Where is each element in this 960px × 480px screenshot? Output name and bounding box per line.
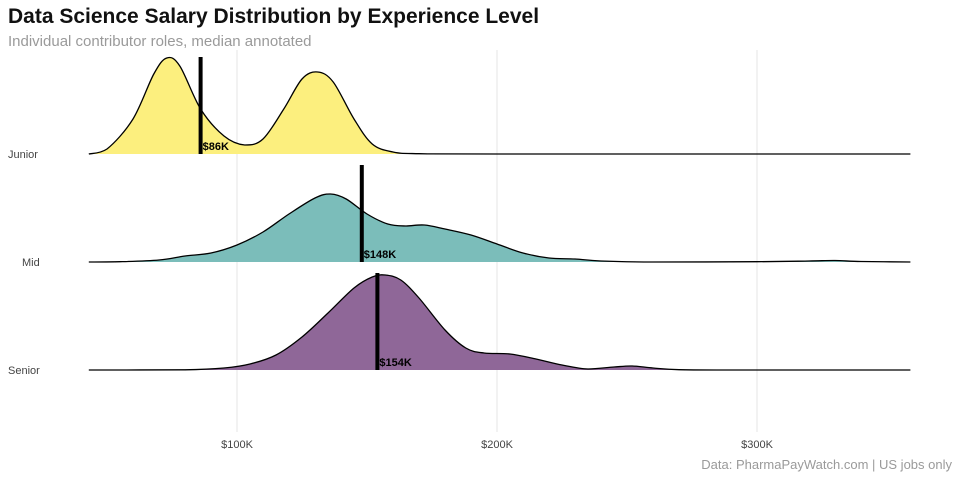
row-label-junior: Junior bbox=[8, 149, 38, 161]
x-tick-label: $200K bbox=[481, 439, 513, 451]
x-tick-label: $300K bbox=[741, 439, 773, 451]
chart-title: Data Science Salary Distribution by Expe… bbox=[8, 5, 540, 28]
chart-subtitle: Individual contributor roles, median ann… bbox=[8, 33, 312, 50]
density-line-senior bbox=[88, 274, 911, 371]
median-label: $154K bbox=[379, 357, 411, 369]
row-label-senior: Senior bbox=[8, 365, 40, 377]
median-label: $86K bbox=[203, 141, 229, 153]
row-label-mid: Mid bbox=[22, 257, 40, 269]
density-line-mid bbox=[88, 193, 911, 263]
density-line-junior bbox=[88, 56, 911, 155]
x-tick-label: $100K bbox=[221, 439, 253, 451]
density-area-junior bbox=[88, 57, 911, 155]
median-label: $148K bbox=[364, 249, 396, 261]
density-area-senior bbox=[88, 274, 911, 370]
density-area-mid bbox=[88, 193, 911, 262]
chart-caption: Data: PharmaPayWatch.com | US jobs only bbox=[701, 457, 952, 472]
